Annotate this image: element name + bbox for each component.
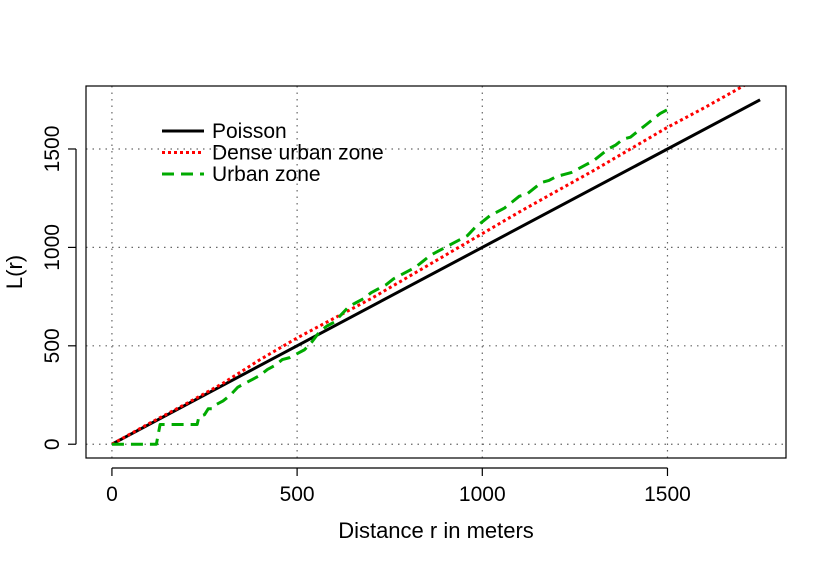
x-tick-label-0: 0 xyxy=(106,483,118,506)
y-tick-label-0: 0 xyxy=(41,438,64,450)
series-layer xyxy=(111,86,761,446)
x-axis-title: Distance r in meters xyxy=(338,518,534,543)
legend-label-1: Dense urban zone xyxy=(212,142,384,165)
x-axis: 0 500 1000 1500 xyxy=(106,467,691,506)
y-axis-title: L(r) xyxy=(2,255,27,289)
legend-label-0: Poisson xyxy=(212,120,287,143)
series-line-poisson xyxy=(111,98,761,446)
y-axis: 0 500 1000 1500 xyxy=(41,126,77,450)
x-tick-label-1: 500 xyxy=(280,483,315,506)
legend-label-2: Urban zone xyxy=(212,163,321,186)
series-line-urban-zone xyxy=(111,108,669,446)
y-tick-label-1: 500 xyxy=(41,328,64,363)
x-tick-label-3: 1500 xyxy=(644,483,691,506)
x-tick-label-2: 1000 xyxy=(459,483,506,506)
plot-frame xyxy=(85,85,787,459)
series-line-dense-urban-zone xyxy=(111,86,747,446)
y-tick-label-2: 1000 xyxy=(41,224,64,271)
y-tick-label-3: 1500 xyxy=(41,126,64,173)
